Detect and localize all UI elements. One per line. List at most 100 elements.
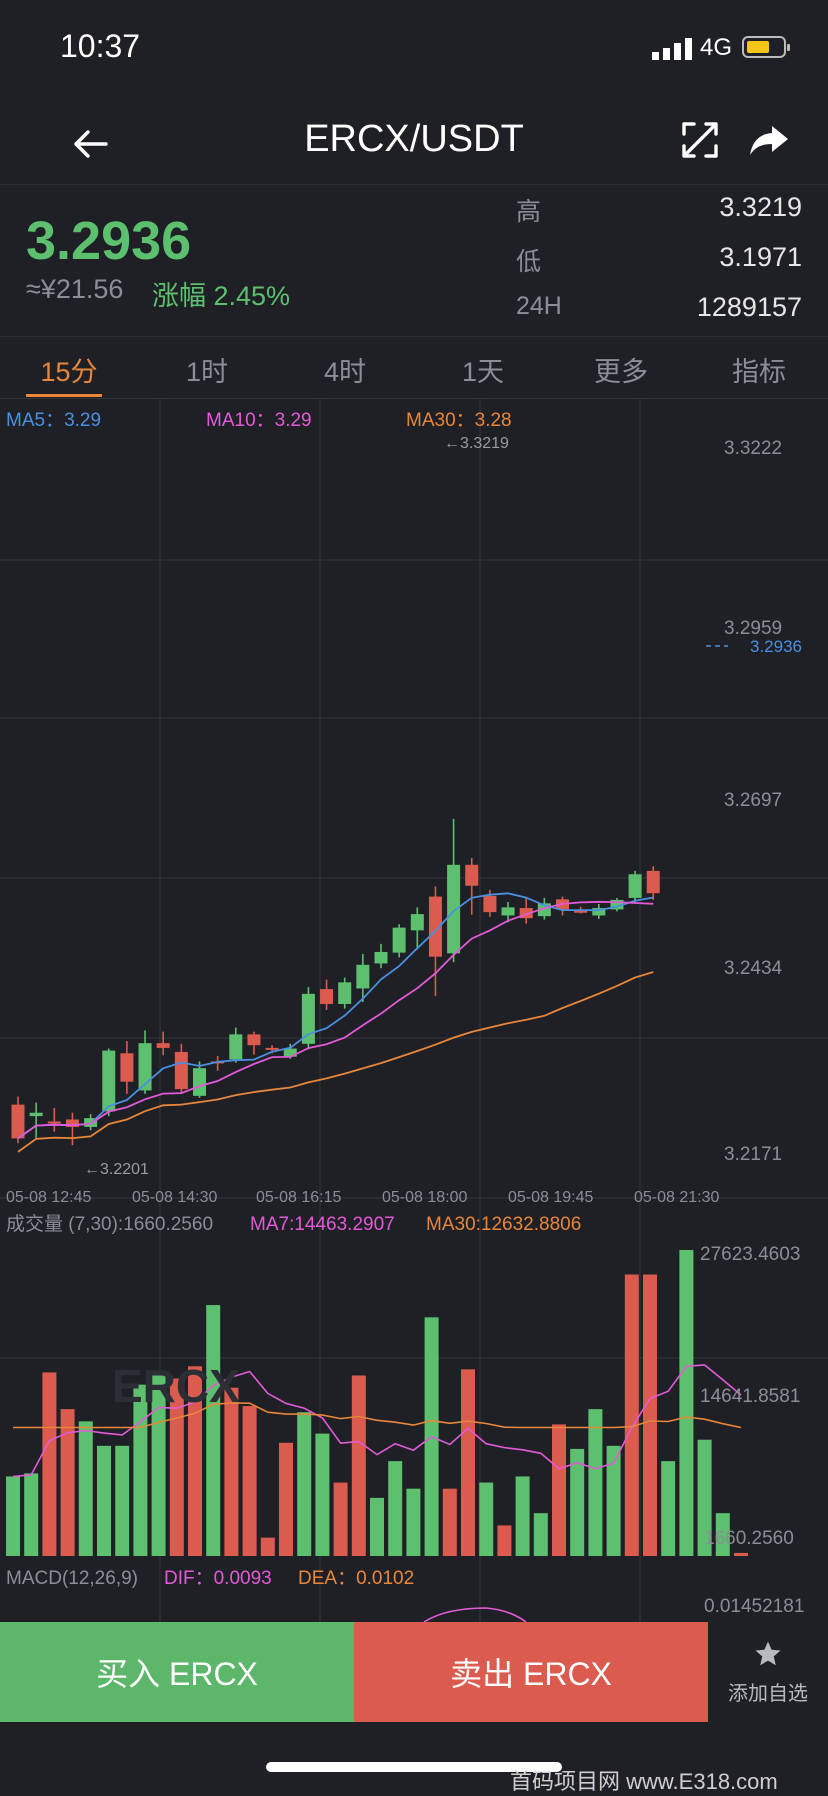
status-time: 10:37 — [60, 28, 141, 64]
tab-4h[interactable]: 4时 — [323, 357, 367, 387]
active-tab-underline — [26, 394, 102, 397]
x-tick: 05-08 19:45 — [508, 1189, 594, 1206]
candle-body — [301, 993, 315, 1044]
x-tick: 05-08 18:00 — [382, 1189, 468, 1206]
volume-bar — [515, 1476, 530, 1556]
candle-body — [320, 989, 334, 1004]
volume-bar — [661, 1461, 676, 1556]
volume-bar — [333, 1482, 348, 1556]
home-indicator — [266, 1762, 562, 1772]
volume-bar — [679, 1250, 694, 1556]
volume-tick: 27623.4603 — [700, 1244, 800, 1265]
volume-ma7-line — [12, 1364, 742, 1478]
candle-body — [465, 864, 479, 886]
buy-button-label: 买入 ERCX — [96, 1656, 258, 1692]
share-icon[interactable] — [748, 122, 790, 158]
volume-bar — [224, 1387, 239, 1556]
volume-bar — [260, 1537, 275, 1556]
sell-button[interactable]: 卖出 ERCX — [354, 1622, 708, 1722]
candle-body — [501, 907, 515, 916]
back-arrow-icon[interactable] — [70, 126, 110, 162]
add-to-watchlist-button[interactable]: 添加自选 — [708, 1622, 828, 1722]
tab-1h[interactable]: 1时 — [185, 357, 229, 387]
max-price-marker: ←3.3219 — [444, 435, 509, 452]
change-percent: 涨幅 2.45% — [152, 281, 291, 311]
candle-body — [247, 1034, 261, 1046]
candle-body — [428, 896, 442, 957]
high-value: 3.3219 — [719, 192, 802, 222]
volume-bar — [552, 1424, 566, 1556]
volume-bar — [588, 1409, 603, 1556]
volume-tick: 14641.8581 — [700, 1386, 800, 1407]
sell-button-label: 卖出 ERCX — [450, 1656, 612, 1692]
volume-bar — [242, 1406, 257, 1556]
y-tick: 3.2697 — [724, 790, 782, 811]
candle-body — [374, 951, 388, 964]
ma5-label: MA5：3.29 — [6, 410, 101, 431]
candle-body — [47, 1121, 61, 1124]
volume-bar — [297, 1412, 312, 1556]
fullscreen-icon[interactable] — [680, 120, 720, 160]
buy-button[interactable]: 买入 ERCX — [0, 1622, 354, 1722]
volume-bar — [60, 1409, 75, 1556]
candle-body — [483, 895, 497, 913]
last-price: 3.2936 — [26, 211, 192, 271]
macd-header: MACD(12,26,9) — [6, 1568, 138, 1589]
tab-15m[interactable]: 15分 — [40, 357, 98, 387]
volume-bar — [24, 1473, 39, 1556]
volume-24h-value: 1289157 — [696, 292, 802, 322]
volume-bar — [442, 1488, 457, 1556]
watchlist-label: 添加自选 — [728, 1682, 808, 1705]
candle-body — [646, 870, 660, 894]
x-tick: 05-08 16:15 — [256, 1189, 342, 1206]
candle-body — [193, 1068, 206, 1096]
volume-bar — [497, 1525, 512, 1556]
low-value: 3.1971 — [719, 242, 802, 272]
volume-bar — [643, 1274, 657, 1556]
volume-ma7-label: MA7:14463.2907 — [250, 1214, 395, 1235]
site-watermark: 首码项目网 www.E318.com — [510, 1769, 778, 1794]
x-tick: 05-08 21:30 — [634, 1189, 720, 1206]
header-divider — [0, 184, 828, 185]
tabs-top-divider — [0, 336, 828, 337]
volume-bar — [406, 1488, 421, 1556]
candle-body — [592, 908, 606, 916]
volume-bar — [479, 1482, 494, 1556]
volume-ma30-label: MA30:12632.8806 — [426, 1214, 581, 1235]
kline-chart[interactable]: ERCX MA5：3.29 MA10：3.29 MA30：3.28 ←3.321… — [0, 398, 828, 1622]
volume-bar — [97, 1445, 111, 1556]
tab-more[interactable]: 更多 — [594, 357, 648, 387]
candle-body — [174, 1051, 188, 1090]
ma10-label: MA10：3.29 — [206, 410, 312, 431]
star-icon — [755, 1641, 781, 1665]
candle-body — [574, 910, 588, 913]
x-tick: 05-08 14:30 — [132, 1189, 218, 1206]
candle-body — [447, 864, 461, 954]
tab-indicators[interactable]: 指标 — [732, 357, 786, 387]
candle-body — [29, 1112, 43, 1117]
macd-tick: 0.01452181 — [704, 1596, 804, 1617]
candle-body — [156, 1043, 170, 1048]
cny-price: ≈¥21.56 — [26, 274, 124, 304]
candle-body — [410, 914, 424, 931]
y-tick: 3.2434 — [724, 958, 783, 979]
candle-body — [610, 899, 624, 910]
ma-lines — [17, 892, 654, 1153]
macd-dif-label: DIF：0.0093 — [164, 1568, 272, 1589]
volume-tick: 1660.2560 — [704, 1528, 794, 1549]
y-tick: 3.2959 — [724, 618, 782, 639]
volume-bar — [533, 1513, 548, 1556]
x-tick: 05-08 12:45 — [6, 1189, 92, 1206]
low-label: 低 — [516, 248, 542, 276]
volume-bar — [715, 1513, 730, 1556]
volume-bar — [6, 1476, 20, 1556]
current-price-tag: 3.2936 — [750, 637, 802, 656]
candle-body — [102, 1050, 116, 1112]
volume-bar — [315, 1433, 330, 1556]
volume-bar — [697, 1439, 712, 1556]
macd-dif-line — [423, 1607, 527, 1622]
volume-bars — [6, 1250, 748, 1556]
candle-body — [120, 1053, 134, 1082]
tab-1d[interactable]: 1天 — [461, 357, 505, 387]
volume-bar — [388, 1461, 403, 1556]
